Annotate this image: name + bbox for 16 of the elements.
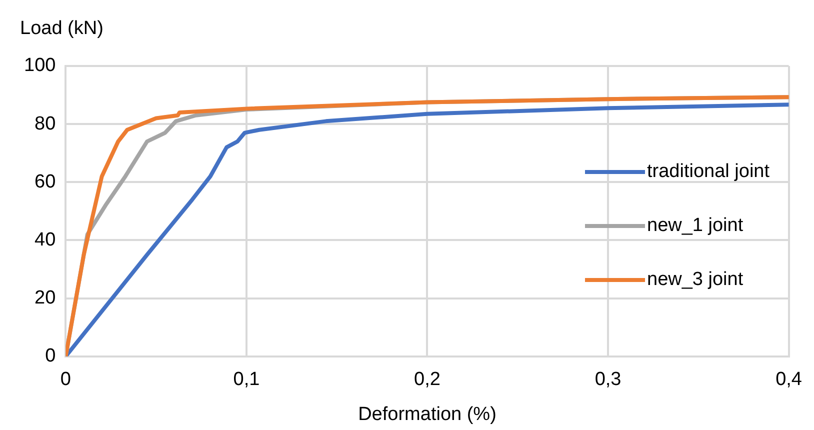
y-tick-label: 80 bbox=[34, 113, 56, 134]
x-tick-label: 0,2 bbox=[414, 369, 440, 390]
y-tick-label: 0 bbox=[45, 346, 56, 367]
x-tick-label: 0,4 bbox=[776, 369, 802, 390]
y-tick-label: 100 bbox=[24, 55, 56, 76]
x-axis-title: Deformation (%) bbox=[358, 404, 496, 425]
y-tick-label: 40 bbox=[34, 229, 56, 250]
y-tick-label: 60 bbox=[34, 171, 56, 192]
x-tick-label: 0,3 bbox=[594, 369, 622, 390]
x-tick-label: 0 bbox=[60, 369, 71, 390]
legend-label: new_3 joint bbox=[647, 269, 744, 291]
y-tick-label: 20 bbox=[34, 288, 56, 309]
legend-label: new_1 joint bbox=[647, 215, 744, 237]
y-axis-title: Load (kN) bbox=[20, 18, 104, 40]
x-tick-label: 0,1 bbox=[233, 369, 260, 390]
legend-label: traditional joint bbox=[647, 161, 770, 183]
